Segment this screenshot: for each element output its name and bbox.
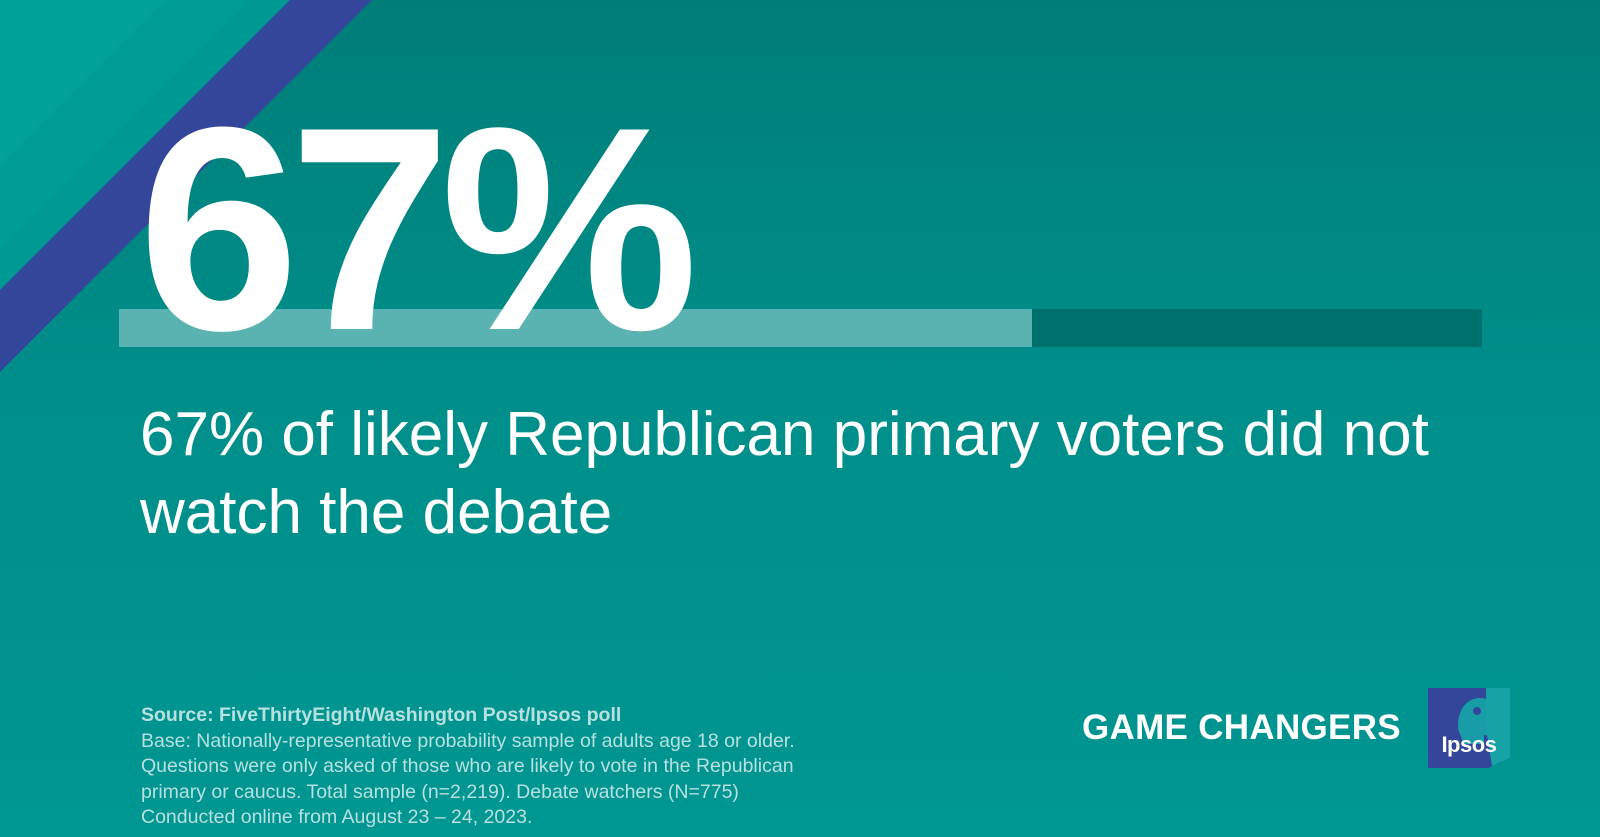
- footnote-line: Questions were only asked of those who a…: [141, 755, 794, 777]
- footnote-source: Source: FiveThirtyEight/Washington Post/…: [141, 704, 622, 726]
- footnote-line: primary or caucus. Total sample (n=2,219…: [141, 780, 739, 803]
- brand-tagline: GAME CHANGERS: [1082, 708, 1401, 747]
- footnote: Source: FiveThirtyEight/Washington Post/…: [141, 703, 901, 831]
- decorative-stripes: [0, 0, 372, 372]
- ipsos-logo-mark: [1427, 688, 1510, 768]
- progress-bar: [119, 309, 1482, 347]
- footnote-line: Conducted online from August 23 – 24, 20…: [141, 806, 533, 828]
- footnote-line: Base: Nationally-representative probabil…: [141, 729, 795, 752]
- ipsos-logo: Ipsos: [1427, 688, 1510, 768]
- headline: 67% of likely Republican primary voters …: [140, 400, 1429, 547]
- logo-wordmark: Ipsos: [1441, 732, 1497, 757]
- progress-bar-fill: [119, 309, 1033, 347]
- big-percentage: 67%: [138, 67, 698, 391]
- brand-block: GAME CHANGERS Ipsos: [1082, 688, 1510, 768]
- stripe-blue: [0, 0, 372, 372]
